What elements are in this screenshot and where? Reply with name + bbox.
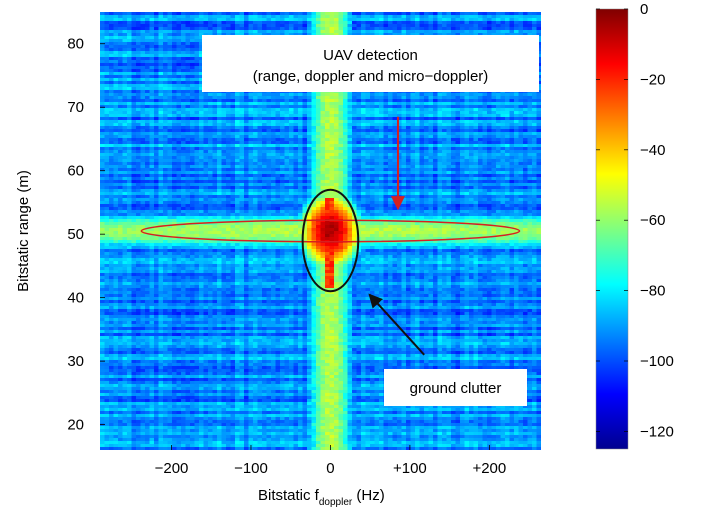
y-tick-label: 40 bbox=[67, 290, 84, 307]
uav-ellipse bbox=[140, 219, 521, 243]
y-axis-ticks: 20 30 40 50 60 70 80 bbox=[67, 36, 105, 434]
colorbar-ticks: 0 −20 −40 −60 −80 −100 −120 bbox=[596, 1, 674, 440]
colorbar-tick-label: −100 bbox=[640, 353, 674, 370]
y-axis-label: Bitstatic range (m) bbox=[15, 170, 32, 292]
clutter-ellipse bbox=[301, 188, 360, 293]
y-tick-label: 50 bbox=[67, 226, 84, 243]
colorbar-tick-label: −80 bbox=[640, 283, 665, 300]
clutter-label-line: ground clutter bbox=[410, 380, 502, 397]
clutter-arrow bbox=[368, 293, 425, 356]
x-tick-label: −200 bbox=[155, 460, 189, 477]
colorbar-tick-label: −60 bbox=[640, 212, 665, 229]
clutter-label-box bbox=[384, 369, 527, 406]
x-axis-label-unit: (Hz) bbox=[352, 487, 385, 504]
colorbar-tick-label: 0 bbox=[640, 1, 648, 18]
y-tick-label: 60 bbox=[67, 163, 84, 180]
y-tick-label: 20 bbox=[67, 417, 84, 434]
uav-label-line: (range, doppler and micro−doppler) bbox=[253, 68, 489, 85]
x-tick-label: +100 bbox=[393, 460, 427, 477]
x-tick-label: 0 bbox=[326, 460, 334, 477]
uav-label-line: UAV detection bbox=[323, 47, 418, 64]
uav-label-box bbox=[202, 35, 539, 92]
colorbar-tick-label: −20 bbox=[640, 71, 665, 88]
x-tick-label: −100 bbox=[234, 460, 268, 477]
y-tick-label: 80 bbox=[67, 36, 84, 53]
colorbar-tick-label: −40 bbox=[640, 142, 665, 159]
x-axis-label: Bitstatic fdoppler (Hz) bbox=[258, 487, 385, 508]
x-tick-label: +200 bbox=[472, 460, 506, 477]
colorbar bbox=[595, 8, 629, 450]
y-tick-label: 30 bbox=[67, 353, 84, 370]
y-tick-label: 70 bbox=[67, 99, 84, 116]
x-axis-label-subscript: doppler bbox=[319, 497, 353, 508]
x-axis-ticks: −200 −100 0 +100 +200 bbox=[155, 445, 506, 477]
annotation-overlays: UAV detection (range, doppler and micro−d… bbox=[140, 35, 539, 406]
colorbar-tick-label: −120 bbox=[640, 423, 674, 440]
